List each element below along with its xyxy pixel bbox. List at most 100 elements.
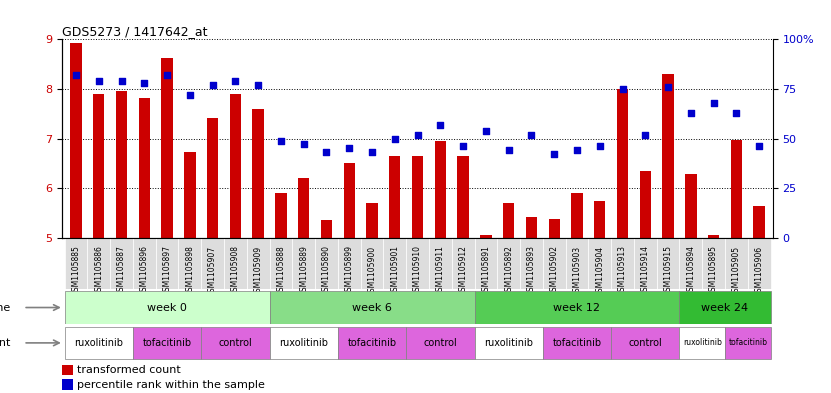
- Point: [593, 143, 607, 150]
- Bar: [725, 238, 748, 289]
- Bar: [611, 238, 634, 289]
- Text: control: control: [628, 338, 662, 348]
- Text: week 6: week 6: [352, 303, 392, 312]
- Text: GSM1105895: GSM1105895: [709, 245, 718, 296]
- Point: [115, 78, 128, 84]
- Bar: [406, 238, 429, 289]
- Bar: [201, 238, 224, 289]
- Bar: [93, 94, 105, 238]
- Bar: [435, 141, 446, 238]
- Bar: [224, 238, 247, 289]
- Text: GSM1105887: GSM1105887: [117, 245, 126, 296]
- Bar: [366, 203, 378, 238]
- Bar: [452, 238, 475, 289]
- Bar: [520, 238, 543, 289]
- Text: ruxolitinib: ruxolitinib: [683, 338, 721, 347]
- Bar: [748, 238, 770, 289]
- Text: GSM1105891: GSM1105891: [481, 245, 490, 296]
- Text: GSM1105889: GSM1105889: [299, 245, 308, 296]
- Bar: [275, 193, 287, 238]
- Text: ruxolitinib: ruxolitinib: [279, 338, 328, 348]
- Point: [388, 135, 401, 141]
- Bar: [343, 163, 355, 238]
- Point: [479, 127, 493, 134]
- Bar: [71, 43, 81, 238]
- Bar: [702, 238, 725, 289]
- Text: agent: agent: [0, 338, 11, 348]
- Text: time: time: [0, 303, 11, 312]
- Bar: [588, 238, 611, 289]
- Point: [456, 143, 470, 150]
- Bar: [139, 98, 150, 238]
- Text: GSM1105897: GSM1105897: [163, 245, 171, 296]
- Point: [183, 92, 196, 98]
- Bar: [269, 327, 338, 359]
- Point: [525, 131, 538, 138]
- Text: GSM1105894: GSM1105894: [686, 245, 696, 296]
- Bar: [207, 118, 219, 238]
- Bar: [389, 156, 401, 238]
- Bar: [247, 238, 269, 289]
- Bar: [133, 327, 201, 359]
- Point: [502, 147, 515, 154]
- Text: ruxolitinib: ruxolitinib: [74, 338, 123, 348]
- Text: GSM1105890: GSM1105890: [322, 245, 331, 296]
- Bar: [566, 238, 588, 289]
- Text: GSM1105908: GSM1105908: [231, 245, 240, 296]
- Bar: [412, 156, 423, 238]
- Point: [297, 141, 310, 148]
- Text: GSM1105900: GSM1105900: [367, 245, 376, 297]
- Bar: [321, 220, 332, 238]
- Bar: [594, 200, 606, 238]
- Point: [411, 131, 424, 138]
- Bar: [526, 217, 537, 238]
- Bar: [269, 238, 293, 289]
- Text: GSM1105902: GSM1105902: [550, 245, 558, 296]
- Bar: [548, 219, 560, 238]
- Text: control: control: [219, 338, 253, 348]
- Text: GSM1105914: GSM1105914: [641, 245, 650, 296]
- Point: [274, 138, 288, 144]
- Point: [661, 84, 675, 90]
- Point: [320, 149, 333, 156]
- Bar: [725, 327, 770, 359]
- Bar: [161, 58, 173, 238]
- Point: [92, 78, 106, 84]
- Bar: [685, 174, 696, 238]
- Bar: [111, 238, 133, 289]
- Bar: [475, 327, 543, 359]
- Text: GSM1105901: GSM1105901: [391, 245, 400, 296]
- Bar: [680, 238, 702, 289]
- Text: GSM1105899: GSM1105899: [345, 245, 354, 296]
- Text: GSM1105913: GSM1105913: [618, 245, 627, 296]
- Text: tofacitinib: tofacitinib: [347, 338, 396, 348]
- Text: GSM1105910: GSM1105910: [413, 245, 422, 296]
- Point: [206, 82, 219, 88]
- Point: [160, 72, 174, 78]
- Text: tofacitinib: tofacitinib: [728, 338, 767, 347]
- Bar: [116, 92, 127, 238]
- Point: [616, 86, 629, 92]
- Bar: [475, 238, 497, 289]
- Bar: [62, 365, 73, 375]
- Text: GSM1105912: GSM1105912: [459, 245, 468, 296]
- Text: week 12: week 12: [553, 303, 601, 312]
- Bar: [708, 235, 720, 238]
- Bar: [543, 327, 611, 359]
- Text: GSM1105903: GSM1105903: [573, 245, 582, 297]
- Bar: [457, 156, 469, 238]
- Text: GSM1105911: GSM1105911: [435, 245, 445, 296]
- Bar: [87, 238, 111, 289]
- Text: GSM1105893: GSM1105893: [527, 245, 536, 296]
- Text: GSM1105896: GSM1105896: [140, 245, 149, 296]
- Bar: [617, 89, 628, 238]
- Bar: [680, 292, 770, 323]
- Text: GSM1105907: GSM1105907: [208, 245, 217, 297]
- Bar: [480, 235, 492, 238]
- Bar: [571, 193, 583, 238]
- Text: transformed count: transformed count: [76, 365, 180, 375]
- Bar: [293, 238, 315, 289]
- Bar: [754, 206, 765, 238]
- Bar: [62, 379, 73, 389]
- Bar: [184, 152, 195, 238]
